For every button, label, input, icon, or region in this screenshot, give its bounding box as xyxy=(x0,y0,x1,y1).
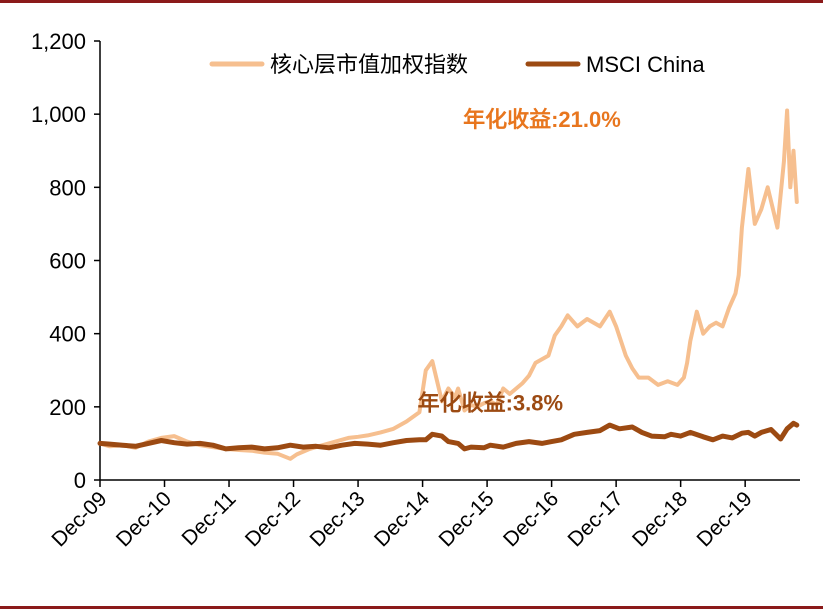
x-tick-label: Dec-12 xyxy=(241,487,305,551)
y-tick-label: 0 xyxy=(74,468,86,493)
annotation-value: 3.8% xyxy=(513,390,563,415)
annotation-value: 21.0% xyxy=(558,107,620,132)
y-tick-label: 1,000 xyxy=(31,102,86,127)
x-tick-label: Dec-17 xyxy=(564,487,628,551)
x-tick-label: Dec-19 xyxy=(693,487,757,551)
x-tick-label: Dec-10 xyxy=(112,487,176,551)
y-tick-label: 200 xyxy=(49,395,86,420)
y-tick-label: 600 xyxy=(49,249,86,274)
series-line-msci-china xyxy=(97,420,800,452)
x-tick-label: Dec-11 xyxy=(178,487,241,550)
x-tick-label: Dec-14 xyxy=(370,487,434,551)
x-tick-label: Dec-09 xyxy=(47,487,111,551)
bottom-rule xyxy=(0,606,823,609)
annotations: 年化收益:21.0%年化收益:3.8% xyxy=(418,107,621,416)
y-tick-label: 400 xyxy=(49,322,86,347)
annotation-core-index-return: 年化收益:21.0% xyxy=(463,107,621,132)
series-layer xyxy=(97,108,800,461)
legend: 核心层市值加权指数 MSCI China xyxy=(209,52,705,77)
annotation-msci-china-return: 年化收益:3.8% xyxy=(418,390,563,415)
series-line-core-index xyxy=(98,108,799,461)
legend-label-msci-china: MSCI China xyxy=(586,52,705,77)
y-tick-label: 800 xyxy=(49,175,86,200)
x-tick-label: Dec-16 xyxy=(499,487,563,551)
legend-label-core-index: 核心层市值加权指数 xyxy=(270,52,468,77)
annotation-prefix: 年化收益: xyxy=(463,107,558,132)
x-tick-label: Dec-13 xyxy=(305,487,369,551)
x-tick-label: Dec-15 xyxy=(434,487,498,551)
x-tick-label: Dec-18 xyxy=(628,487,692,551)
y-tick-label: 1,200 xyxy=(31,29,86,54)
annotation-prefix: 年化收益: xyxy=(418,390,513,415)
top-rule xyxy=(0,0,823,3)
